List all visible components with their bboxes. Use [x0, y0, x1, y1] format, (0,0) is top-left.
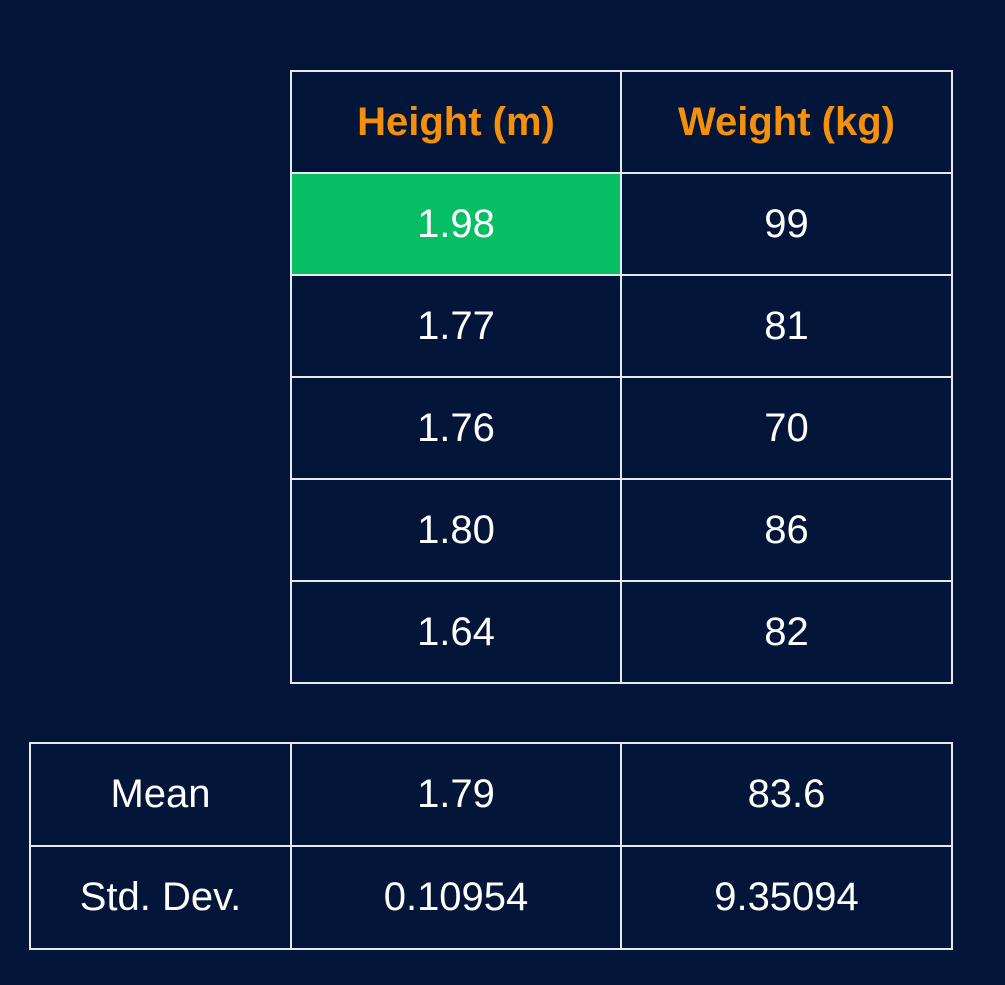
header-weight: Weight (kg)	[620, 70, 953, 174]
height-weight-table: Height (m) Weight (kg) 1.98 99 1.77 81 1…	[290, 70, 953, 684]
weight-cell: 81	[620, 274, 953, 378]
height-cell: 1.80	[290, 478, 622, 582]
weight-cell: 82	[620, 580, 953, 684]
stat-weight-value: 9.35094	[620, 845, 953, 950]
weight-cell: 70	[620, 376, 953, 480]
statistics-table: Mean 1.79 83.6 Std. Dev. 0.10954 9.35094	[29, 742, 953, 950]
table-header-row: Height (m) Weight (kg)	[290, 70, 953, 174]
stat-label: Mean	[29, 742, 292, 847]
height-cell: 1.77	[290, 274, 622, 378]
weight-cell: 99	[620, 172, 953, 276]
table-row: 1.64 82	[290, 580, 953, 684]
stats-row-std-dev: Std. Dev. 0.10954 9.35094	[29, 845, 953, 950]
stat-height-value: 0.10954	[290, 845, 622, 950]
stat-weight-value: 83.6	[620, 742, 953, 847]
table-row: 1.77 81	[290, 274, 953, 378]
height-cell-highlighted: 1.98	[290, 172, 622, 276]
stat-height-value: 1.79	[290, 742, 622, 847]
stats-row-mean: Mean 1.79 83.6	[29, 742, 953, 847]
stat-label: Std. Dev.	[29, 845, 292, 950]
table-row: 1.80 86	[290, 478, 953, 582]
weight-cell: 86	[620, 478, 953, 582]
height-cell: 1.64	[290, 580, 622, 684]
table-row: 1.98 99	[290, 172, 953, 276]
height-cell: 1.76	[290, 376, 622, 480]
header-height: Height (m)	[290, 70, 622, 174]
table-row: 1.76 70	[290, 376, 953, 480]
